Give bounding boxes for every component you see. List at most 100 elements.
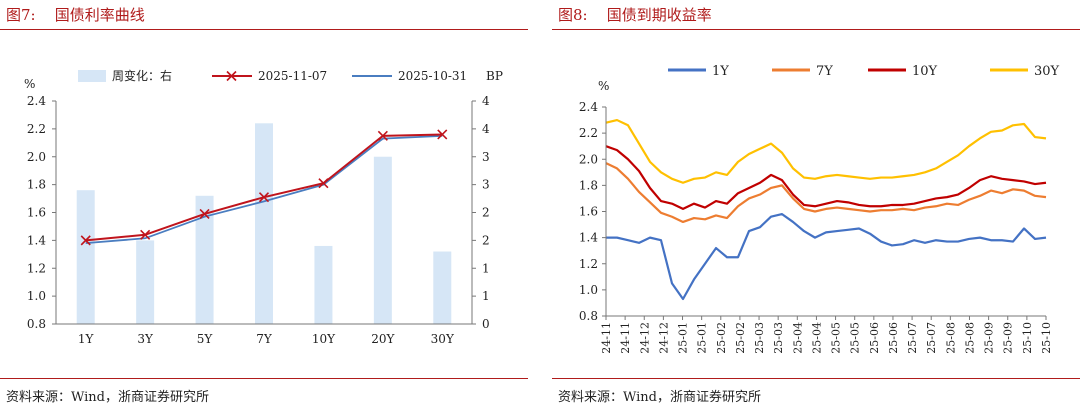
x-tick-label: 5Y: [197, 332, 214, 346]
left-chart-panel: 图7: 国债利率曲线 % BP 0.8 1.0 1.2 1.4 1.6 1.8 2.0 2.2 2.…: [0, 0, 528, 416]
y-tick-label: 1.4: [579, 231, 598, 245]
x-tick-label: 25-06: [887, 322, 900, 354]
right-y-tick-label: 3: [482, 150, 490, 164]
x-tick-label: 7Y: [256, 332, 273, 346]
x-tick-label: 25-05: [849, 322, 862, 354]
series-line-1y: [606, 213, 1047, 301]
x-marker-point: [80, 235, 91, 246]
x-tick-label: 1Y: [78, 332, 95, 346]
left-y-tick-label: 1.0: [27, 289, 46, 303]
y-tick-label: 1.6: [579, 205, 598, 219]
line-2025-10-31: [85, 134, 443, 245]
weekly-change-bar: [433, 251, 452, 324]
y-tick-label: 1.2: [579, 257, 598, 271]
x-tick-label: 25-06: [868, 322, 881, 354]
y-tick-label: 2.4: [579, 100, 598, 114]
left-y-tick-label: 1.2: [27, 261, 46, 275]
right-bottom-rule: [552, 378, 1080, 379]
y-tick-label: 0.8: [579, 309, 598, 323]
left-source-note: 资料来源：Wind，浙商证券研究所: [6, 390, 209, 405]
right-y-tick-label: 1: [482, 261, 490, 275]
left-y-tick-label: 1.6: [27, 206, 46, 220]
legend-swatch-bars: [78, 70, 106, 82]
weekly-change-bar: [373, 156, 392, 324]
series-line-30y: [605, 118, 1047, 184]
x-tick-label: 25-02: [715, 322, 728, 354]
y-tick-label: 2.0: [579, 152, 598, 166]
left-top-rule: [0, 29, 528, 30]
x-tick-label: 10Y: [312, 332, 336, 346]
left-y-tick-label: 1.4: [27, 233, 46, 247]
legend-label-2025-11-07: 2025-11-07: [258, 69, 327, 83]
weekly-change-bar: [76, 190, 95, 324]
right-figure-title: 图8: 国债到期收益率: [558, 4, 712, 25]
x-tick-label: 24-11: [600, 322, 613, 354]
left-y-tick-label: 0.8: [27, 317, 46, 331]
x-tick-label: 25-01: [696, 322, 709, 354]
x-tick-label: 25-04: [810, 322, 823, 354]
series-line-7y: [605, 162, 1047, 224]
left-figure-title: 图7: 国债利率曲线: [6, 4, 145, 25]
x-tick-label: 25-04: [791, 322, 804, 354]
right-y-tick-label: 3: [482, 178, 490, 192]
y-tick-label: 2.2: [579, 126, 598, 140]
x-tick-label: 24-11: [619, 322, 632, 354]
x-marker-point: [377, 130, 388, 141]
right-y-tick-label: 4: [482, 94, 490, 108]
weekly-change-bar: [136, 240, 155, 324]
right-y-tick-label: 2: [482, 233, 490, 247]
weekly-change-bar: [255, 123, 273, 324]
left-y-tick-label: 2.0: [27, 150, 46, 164]
left-axis-unit: %: [24, 77, 35, 91]
x-tick-label: 24-12: [657, 322, 670, 354]
y-tick-label: 1.0: [579, 283, 598, 297]
x-marker-point: [140, 229, 151, 240]
legend-label-bars: 周变化：右: [112, 68, 172, 83]
right-y-tick-label: 1: [482, 289, 490, 303]
left-bottom-rule: [0, 378, 528, 379]
x-tick-label: 25-02: [734, 322, 747, 354]
x-tick-label: 3Y: [137, 332, 154, 346]
right-axis-unit: BP: [486, 69, 503, 83]
x-tick-label: 25-09: [1002, 322, 1015, 354]
x-tick-label: 25-10: [1040, 322, 1053, 354]
y-axis-unit: %: [598, 79, 609, 93]
x-tick-label: 20Y: [371, 332, 395, 346]
x-marker-point: [258, 192, 270, 203]
x-tick-label: 24-12: [638, 322, 651, 354]
legend-label-30y: 30Y: [1034, 64, 1060, 79]
x-marker-point: [318, 178, 329, 189]
right-y-tick-label: 4: [482, 122, 490, 136]
right-top-rule: [552, 29, 1080, 30]
x-tick-label: 25-03: [772, 322, 785, 354]
legend-label-7y: 7Y: [816, 64, 833, 79]
legend-label-1y: 1Y: [712, 64, 729, 79]
x-tick-label: 25-07: [925, 322, 938, 354]
weekly-change-bar: [195, 195, 214, 324]
right-y-tick-label: 0: [482, 317, 490, 331]
x-marker-point: [437, 129, 448, 140]
right-source-note: 资料来源：Wind，浙商证券研究所: [558, 390, 761, 405]
right-figure-name: 国债到期收益率: [606, 6, 712, 24]
legend-x-marker: [226, 70, 237, 82]
left-y-tick-label: 2.2: [27, 122, 46, 136]
x-tick-label: 25-10: [1021, 322, 1034, 354]
x-tick-label: 25-09: [983, 322, 996, 354]
x-tick-label: 25-05: [830, 322, 843, 354]
x-tick-label: 25-07: [906, 322, 919, 354]
series-line-10y: [605, 145, 1047, 210]
x-tick-label: 25-08: [944, 322, 957, 354]
legend-label-2025-10-31: 2025-10-31: [398, 69, 467, 83]
right-y-tick-label: 2: [482, 206, 490, 220]
yield-timeseries-chart: % 0.8 1.0 1.2 1.4 1.6 1.8 2.0 2.2 2.4 24-11 24-11 24…: [579, 64, 1060, 354]
left-figure-label: 图7:: [6, 6, 36, 24]
yield-curve-chart: % BP 0.8 1.0 1.2 1.4 1.6 1.8 2.0 2.2 2.4 0 1 1 2 2 3 3 4 4 1…: [24, 68, 503, 346]
left-y-tick-label: 1.8: [27, 178, 46, 192]
left-figure-name: 国债利率曲线: [54, 6, 145, 24]
weekly-change-bar: [314, 245, 333, 324]
y-tick-label: 1.8: [579, 178, 598, 192]
x-tick-label: 30Y: [431, 332, 455, 346]
x-marker-point: [199, 208, 210, 219]
x-tick-label: 25-01: [677, 322, 690, 354]
right-chart-panel: 图8: 国债到期收益率 % 0.8 1.0 1.2 1.4 1.6 1.8 2.0 2.2 2.4…: [552, 0, 1080, 416]
